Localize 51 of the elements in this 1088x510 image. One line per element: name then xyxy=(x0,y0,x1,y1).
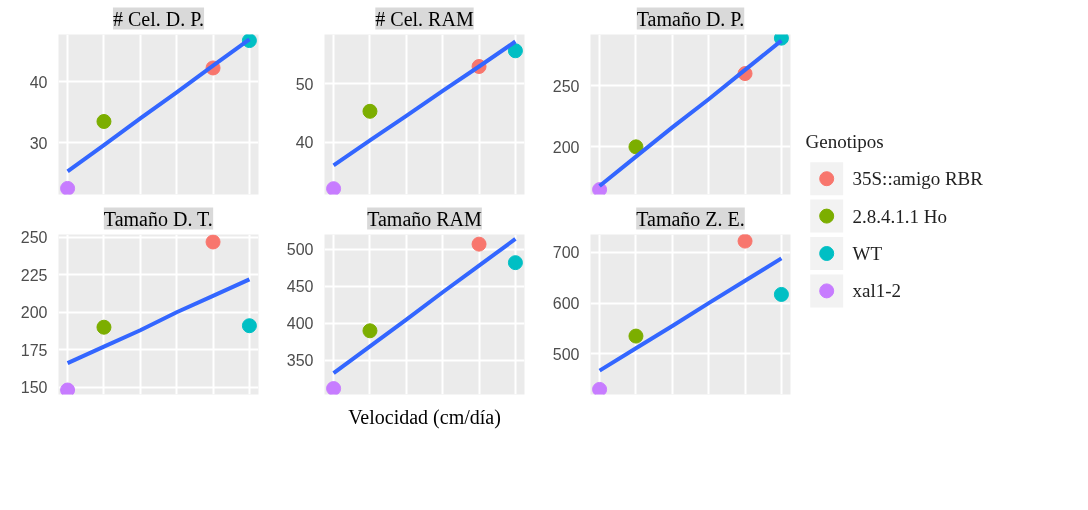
point xyxy=(507,255,523,271)
legend-label: WT xyxy=(852,243,883,264)
legend-label: 2.8.4.1.1 Ho xyxy=(852,205,948,227)
point xyxy=(362,323,378,339)
point xyxy=(96,114,112,129)
x-axis-title: Velocidad (cm/día) xyxy=(348,405,501,429)
y-tick-label: 150 xyxy=(20,379,48,397)
y-tick-label: 500 xyxy=(286,241,314,259)
point xyxy=(326,181,342,195)
point xyxy=(471,236,487,252)
line-series xyxy=(597,256,784,373)
y-tick-label: 200 xyxy=(552,138,580,156)
legend-title: Genotipos xyxy=(805,130,884,152)
y-tick-label: 40 xyxy=(29,73,48,91)
legend-label: xal1-2 xyxy=(852,280,902,302)
chart-title: Tamaño D. P. xyxy=(636,7,745,30)
y-tick-label: 30 xyxy=(29,134,48,152)
line-series xyxy=(65,277,252,366)
point xyxy=(60,382,76,395)
point xyxy=(205,234,221,250)
y-tick-label: 500 xyxy=(552,345,580,363)
y-tick-label: 250 xyxy=(20,229,48,247)
y-tick-label: 250 xyxy=(552,77,580,95)
y-tick-label: 350 xyxy=(286,352,314,370)
point xyxy=(326,381,342,395)
point xyxy=(362,103,378,119)
point xyxy=(60,180,76,195)
y-tick-label: 175 xyxy=(20,341,48,359)
y-tick-label: 225 xyxy=(20,266,48,284)
point xyxy=(773,286,789,302)
y-tick-label: 40 xyxy=(295,134,314,152)
point xyxy=(241,318,257,334)
point xyxy=(96,319,112,335)
chart-title: Tamaño RAM xyxy=(367,207,483,230)
y-tick-label: 700 xyxy=(552,244,580,262)
y-tick-label: 50 xyxy=(295,75,314,93)
line-series xyxy=(331,236,518,376)
y-tick-label: 450 xyxy=(286,278,314,296)
chart-title: Tamaño D. T. xyxy=(103,207,213,230)
point xyxy=(507,43,523,59)
chart-title: Tamaño Z. E. xyxy=(636,207,745,230)
chart-title: # Cel. RAM xyxy=(375,7,474,30)
point xyxy=(628,328,644,344)
y-tick-label: 600 xyxy=(552,295,580,313)
y-tick-label: 200 xyxy=(20,304,48,322)
chart-title: # Cel. D. P. xyxy=(112,7,205,30)
point xyxy=(628,139,644,155)
y-tick-label: 400 xyxy=(286,315,314,333)
point xyxy=(592,381,608,395)
legend-label: 35S::amigo RBR xyxy=(852,168,984,190)
point xyxy=(737,234,753,249)
